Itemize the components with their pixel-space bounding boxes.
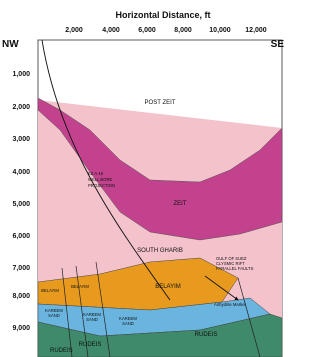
annotation: EZ A-19 [88, 171, 104, 176]
y-tick-label: 9,000 [12, 325, 30, 332]
y-tick-label: 6,000 [12, 233, 30, 240]
annotation: PARALLEL FAULTS [216, 266, 254, 271]
y-tick-label: 7,000 [12, 265, 30, 272]
y-tick-label: 8,000 [12, 293, 30, 300]
unit-label: SOUTH GHARIB [137, 248, 183, 254]
y-tick-label: 3,000 [12, 136, 30, 143]
y-tick-label: 2,000 [12, 104, 30, 111]
y-tick-label: 5,000 [12, 201, 30, 208]
y-tick-label: 1,000 [12, 71, 30, 78]
unit-label: ZEIT [174, 201, 187, 207]
unit-label: SAND [122, 321, 134, 326]
nw-label: NW [2, 39, 19, 50]
unit-label: POST ZEIT [145, 100, 176, 106]
x-tick-label: 8,000 [174, 27, 192, 34]
unit-label: SAND [48, 313, 60, 318]
unit-label: BELAYIM [41, 288, 59, 293]
unit-label: SAND [86, 317, 98, 322]
annotation: PROJECTION [88, 183, 115, 188]
se-label: SE [271, 39, 285, 50]
x-tick-label: 6,000 [138, 27, 156, 34]
unit-label: RUDEIS [50, 348, 73, 354]
x-tick-label: 10,000 [209, 27, 231, 34]
unit-label: RUDEIS [79, 342, 102, 348]
y-tick-label: 4,000 [12, 169, 30, 176]
unit-label: BELAYIM [71, 284, 89, 289]
x-tick-label: 4,000 [102, 27, 120, 34]
title: Horizontal Distance, ft [115, 10, 210, 20]
annotation: WELL BORE [88, 177, 112, 182]
unit-label: Anhydrite Marker [214, 302, 246, 307]
unit-label: BELAYIM [155, 284, 181, 290]
unit-label: RUDEIS [195, 332, 218, 338]
cross-section: Horizontal Distance, ft NW SE 2,000 4,00… [0, 0, 286, 357]
x-tick-label: 2,000 [65, 27, 83, 34]
x-tick-label: 12,000 [245, 27, 267, 34]
